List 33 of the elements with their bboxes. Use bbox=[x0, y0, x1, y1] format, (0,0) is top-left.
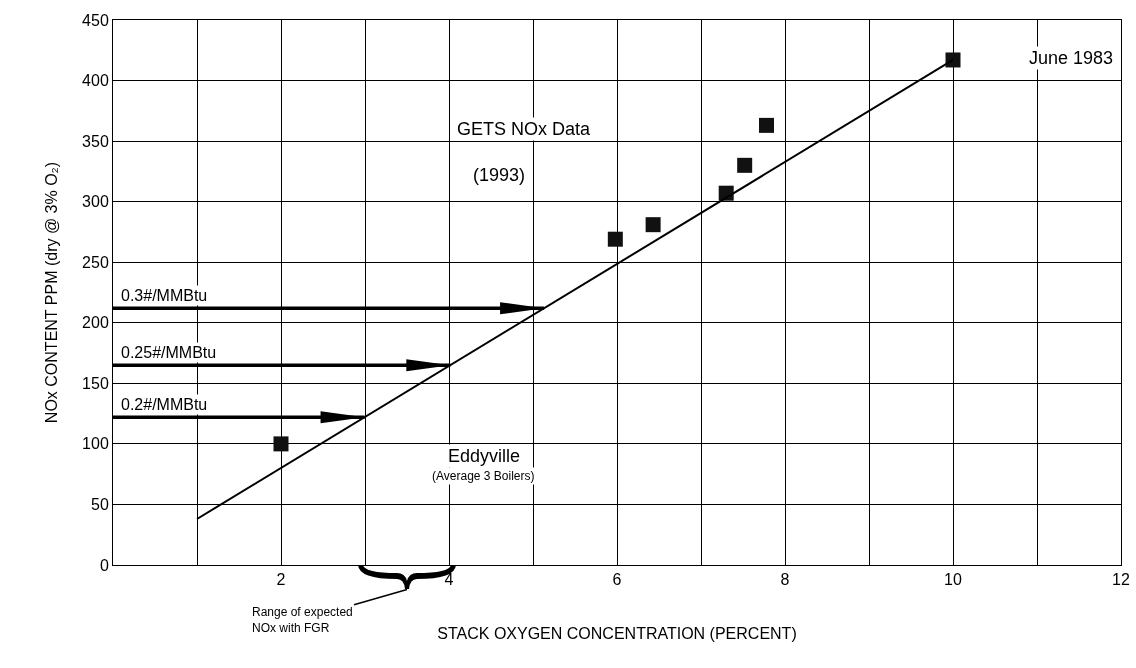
y-tick-label: 200 bbox=[82, 314, 109, 332]
annotation: (Average 3 Boilers) bbox=[432, 469, 535, 483]
point bbox=[273, 436, 289, 452]
text: Range of expected NOx with FGR bbox=[252, 605, 353, 635]
ref-line-label: 0.3#/MMBtu bbox=[121, 287, 208, 304]
ref-line-label: 0.2#/MMBtu bbox=[121, 396, 208, 413]
x-tick-label: 8 bbox=[780, 571, 790, 589]
x-tick-label: 12 bbox=[1112, 571, 1130, 589]
annotation: Eddyville bbox=[448, 446, 521, 466]
x-tick-label: 2 bbox=[276, 571, 286, 589]
x-axis-title: STACK OXYGEN CONCENTRATION (PERCENT) bbox=[437, 624, 797, 642]
point bbox=[607, 231, 623, 247]
y-tick-label: 300 bbox=[82, 193, 109, 211]
x-tick-label: 10 bbox=[944, 571, 962, 589]
annotation: June 1983 bbox=[1029, 48, 1114, 68]
ref-line-label: 0.25#/MMBtu bbox=[121, 344, 217, 361]
x-tick-label: 6 bbox=[612, 571, 622, 589]
annotation: (1993) bbox=[473, 165, 526, 185]
annotation: GETS NOx Data bbox=[457, 119, 592, 139]
y-tick-label: 100 bbox=[82, 435, 109, 453]
point bbox=[759, 117, 775, 133]
y-tick-label: 150 bbox=[82, 374, 109, 392]
point bbox=[737, 157, 753, 173]
point bbox=[645, 217, 661, 233]
y-tick-label: 50 bbox=[91, 496, 109, 514]
y-tick-label: 450 bbox=[82, 11, 109, 29]
y-tick-label: 350 bbox=[82, 132, 109, 150]
x-tick-label: 4 bbox=[444, 571, 454, 589]
y-axis-title: NOx CONTENT PPM (dry @ 3% O₂) bbox=[43, 161, 60, 424]
y-tick-label: 0 bbox=[99, 556, 109, 574]
y-tick-label: 250 bbox=[82, 253, 109, 271]
y-tick-label: 400 bbox=[82, 72, 109, 90]
point bbox=[945, 52, 961, 68]
